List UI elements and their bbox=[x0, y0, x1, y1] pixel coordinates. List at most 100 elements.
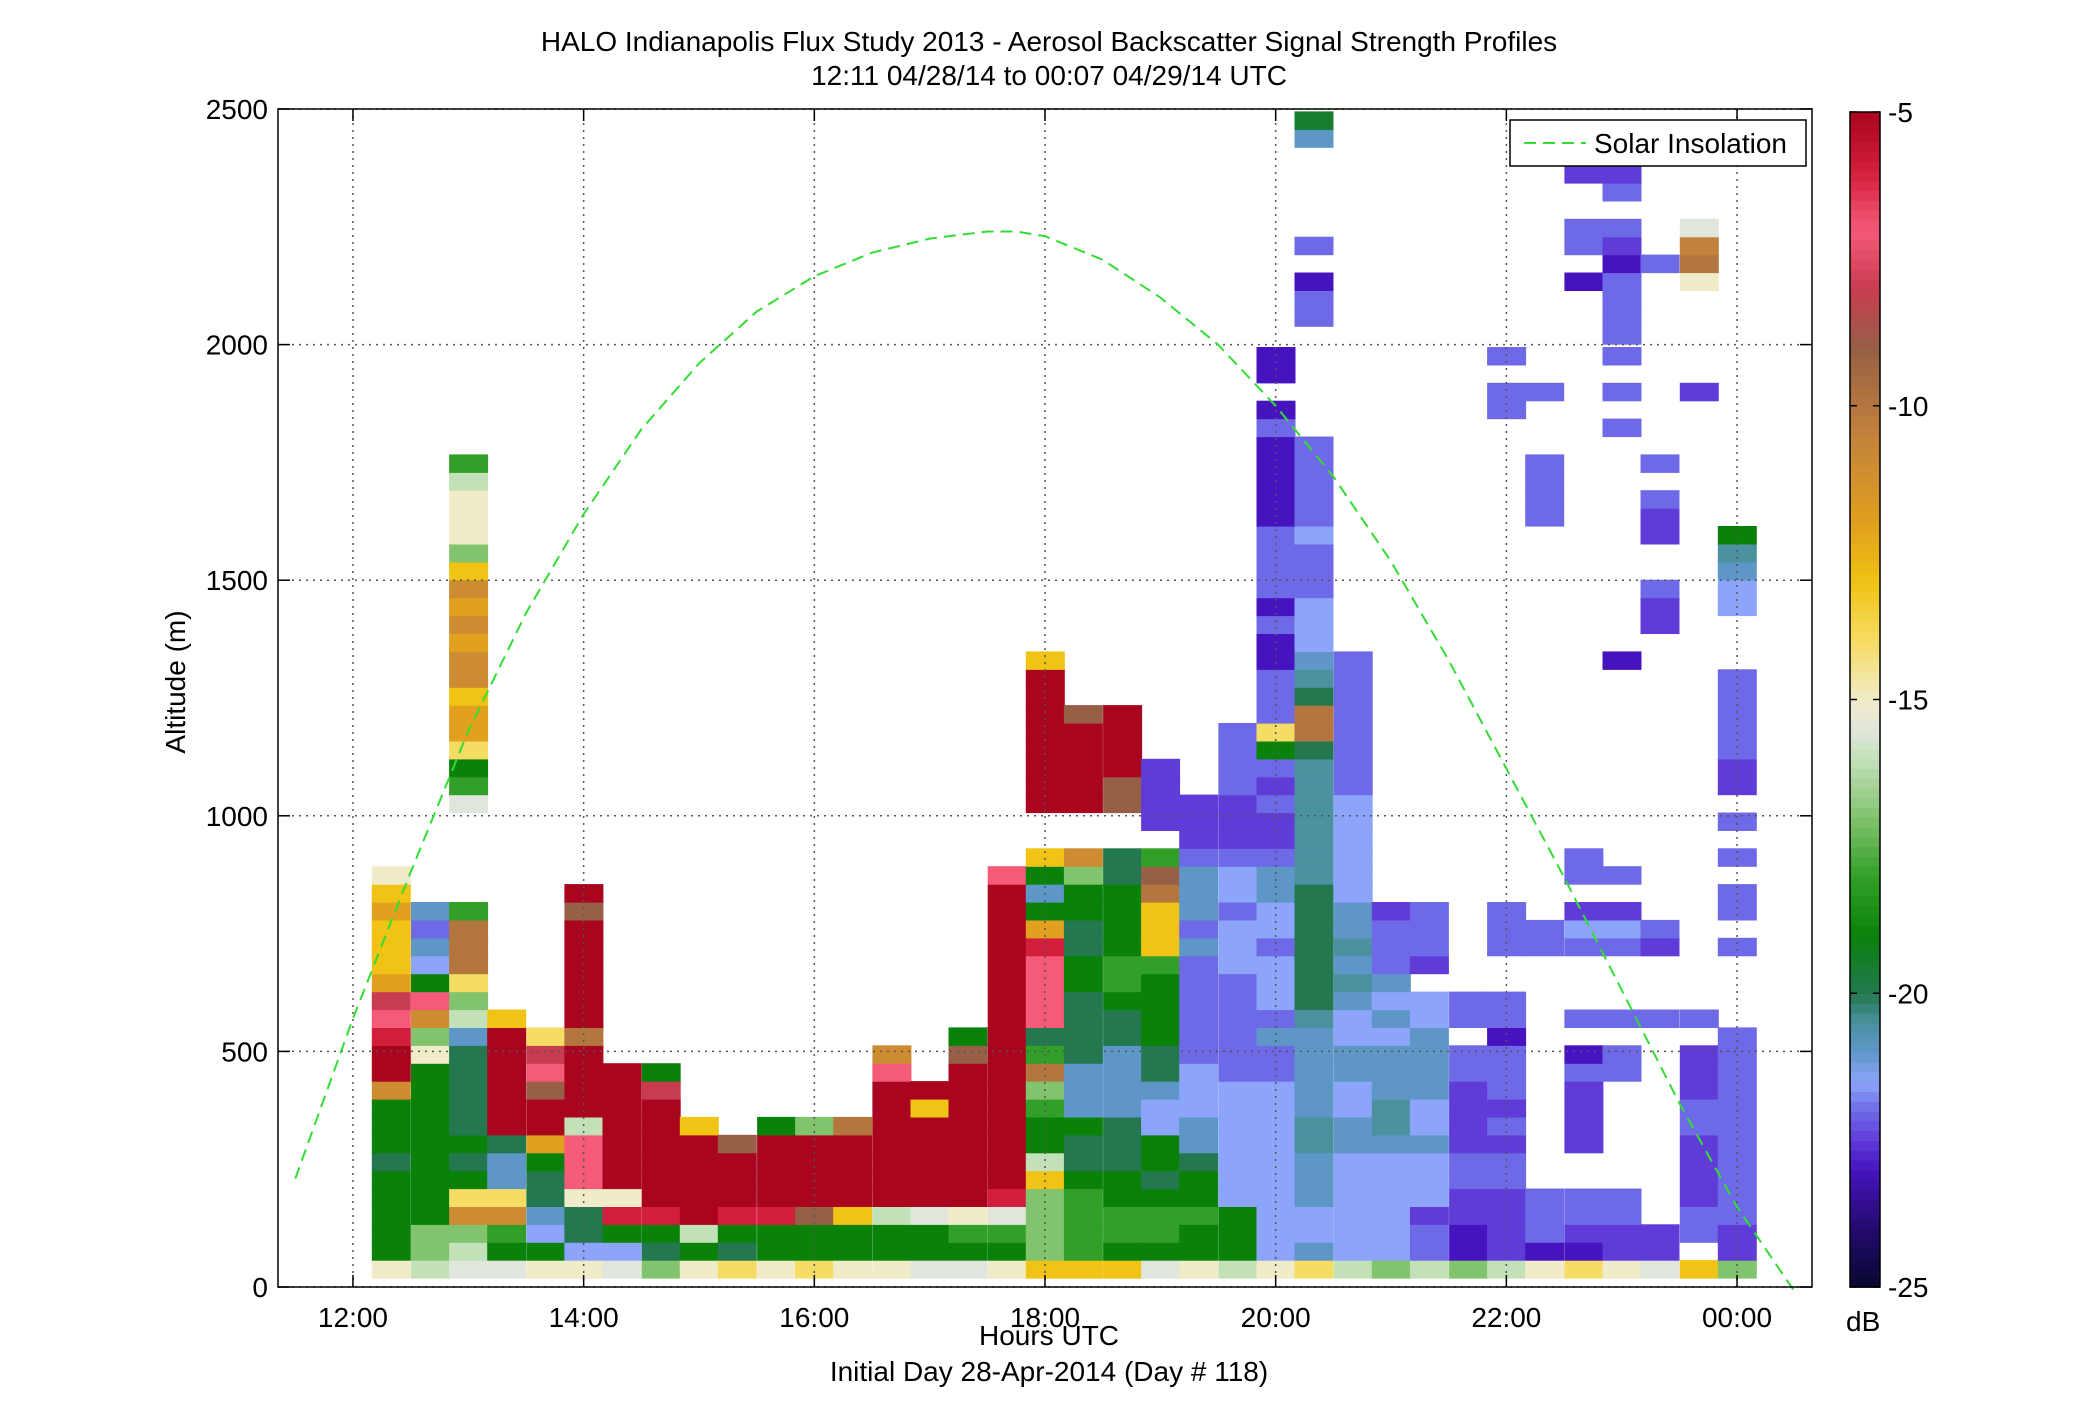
heatmap-cell bbox=[1409, 1206, 1449, 1225]
heatmap-cell bbox=[1218, 1260, 1258, 1279]
heatmap-cell bbox=[1449, 1242, 1489, 1261]
heatmap-cell bbox=[1371, 937, 1411, 957]
heatmap-cell bbox=[1218, 723, 1258, 742]
heatmap-cell bbox=[987, 991, 1027, 1011]
heatmap-cell bbox=[1103, 1134, 1143, 1154]
colorbar-segment bbox=[1850, 1238, 1880, 1249]
heatmap-cell bbox=[1063, 937, 1103, 957]
heatmap-cell bbox=[449, 937, 489, 957]
heatmap-cell bbox=[411, 1116, 450, 1136]
heatmap-cell bbox=[1025, 669, 1065, 688]
heatmap-cell bbox=[1409, 919, 1449, 939]
heatmap-cell bbox=[526, 1170, 566, 1190]
heatmap-cell bbox=[1333, 955, 1373, 975]
heatmap-cell bbox=[1449, 1188, 1489, 1207]
heatmap-cell bbox=[1525, 1206, 1565, 1225]
heatmap-cell bbox=[371, 902, 411, 921]
heatmap-cell bbox=[449, 508, 489, 527]
heatmap-cell bbox=[987, 1009, 1027, 1028]
heatmap-cell bbox=[1409, 1099, 1449, 1118]
heatmap-cell bbox=[1640, 937, 1680, 957]
heatmap-cell bbox=[1602, 418, 1642, 438]
heatmap-cell bbox=[1063, 758, 1103, 778]
heatmap-cell bbox=[1717, 579, 1757, 599]
colorbar-segment bbox=[1850, 1120, 1880, 1132]
heatmap-cell bbox=[1487, 1188, 1527, 1207]
heatmap-cell bbox=[910, 1170, 950, 1190]
y-tick-label: 2500 bbox=[206, 94, 268, 125]
heatmap-cells bbox=[371, 111, 1757, 1279]
colorbar-segment bbox=[1850, 444, 1880, 456]
heatmap-cell bbox=[795, 1152, 835, 1172]
heatmap-cell bbox=[1103, 973, 1143, 993]
heatmap-cell bbox=[1564, 866, 1604, 885]
heatmap-cell bbox=[641, 1134, 681, 1154]
heatmap-cell bbox=[1256, 615, 1296, 634]
heatmap-cell bbox=[1141, 937, 1181, 957]
heatmap-cell bbox=[1679, 218, 1719, 238]
heatmap-cell bbox=[1256, 830, 1296, 849]
heatmap-cell bbox=[449, 776, 489, 796]
heatmap-cell bbox=[449, 1116, 489, 1136]
heatmap-cell bbox=[1063, 1170, 1103, 1190]
heatmap-cell bbox=[1294, 830, 1334, 849]
heatmap-cell bbox=[1218, 776, 1258, 796]
heatmap-cell bbox=[1256, 1260, 1296, 1279]
heatmap-cell bbox=[1294, 794, 1334, 814]
heatmap-cell bbox=[1218, 758, 1258, 778]
heatmap-cell bbox=[1025, 866, 1065, 885]
heatmap-cell bbox=[833, 1242, 873, 1261]
colorbar-segment bbox=[1850, 356, 1880, 368]
heatmap-cell bbox=[910, 1099, 950, 1118]
colorbar-segment bbox=[1850, 249, 1880, 260]
heatmap-cell bbox=[679, 1260, 719, 1279]
heatmap-cell bbox=[1640, 454, 1680, 473]
heatmap-cell bbox=[1717, 937, 1757, 957]
colorbar-segment bbox=[1850, 503, 1880, 515]
heatmap-cell bbox=[1717, 902, 1757, 921]
heatmap-cell bbox=[1602, 1045, 1642, 1064]
heatmap-cell bbox=[1218, 919, 1258, 939]
heatmap-cell bbox=[1179, 1009, 1219, 1028]
heatmap-cell bbox=[1103, 1242, 1143, 1261]
heatmap-cell bbox=[1218, 1188, 1258, 1207]
heatmap-cell bbox=[1103, 1170, 1143, 1190]
heatmap-cell bbox=[1025, 1027, 1065, 1046]
heatmap-cell bbox=[1256, 1063, 1296, 1082]
heatmap-cell bbox=[1025, 848, 1065, 867]
heatmap-cell bbox=[371, 1206, 411, 1225]
heatmap-cell bbox=[1333, 1134, 1373, 1154]
heatmap-cell bbox=[1256, 705, 1296, 724]
heatmap-cell bbox=[1294, 579, 1334, 599]
heatmap-cell bbox=[602, 1152, 642, 1172]
heatmap-cell bbox=[1103, 1188, 1143, 1207]
heatmap-cell bbox=[1371, 902, 1411, 921]
heatmap-cell bbox=[1525, 382, 1565, 402]
heatmap-cell bbox=[910, 1206, 950, 1225]
heatmap-cell bbox=[526, 1134, 566, 1154]
heatmap-cell bbox=[487, 1063, 527, 1082]
colorbar-segment bbox=[1850, 631, 1880, 642]
heatmap-cell bbox=[449, 1134, 489, 1154]
heatmap-cell bbox=[371, 866, 411, 885]
heatmap-cell bbox=[1025, 687, 1065, 706]
heatmap-cell bbox=[371, 1116, 411, 1136]
colorbar-tick-label: -25 bbox=[1888, 1272, 1928, 1303]
heatmap-cell bbox=[1602, 290, 1642, 309]
heatmap-cell bbox=[1487, 937, 1527, 957]
heatmap-cell bbox=[1179, 1045, 1219, 1064]
heatmap-cell bbox=[449, 687, 489, 706]
colorbar-segment bbox=[1850, 1003, 1880, 1014]
heatmap-cell bbox=[1333, 884, 1373, 903]
colorbar-segment bbox=[1850, 337, 1880, 348]
heatmap-cell bbox=[1294, 740, 1334, 760]
heatmap-cell bbox=[1333, 1206, 1373, 1225]
colorbar-segment bbox=[1850, 131, 1880, 143]
heatmap-cell bbox=[371, 973, 411, 993]
heatmap-cell bbox=[449, 902, 489, 921]
heatmap-cell bbox=[1487, 1116, 1527, 1136]
heatmap-cell bbox=[948, 1224, 988, 1243]
heatmap-cell bbox=[411, 1027, 450, 1046]
heatmap-cell bbox=[602, 1260, 642, 1279]
colorbar-segment bbox=[1850, 973, 1880, 985]
